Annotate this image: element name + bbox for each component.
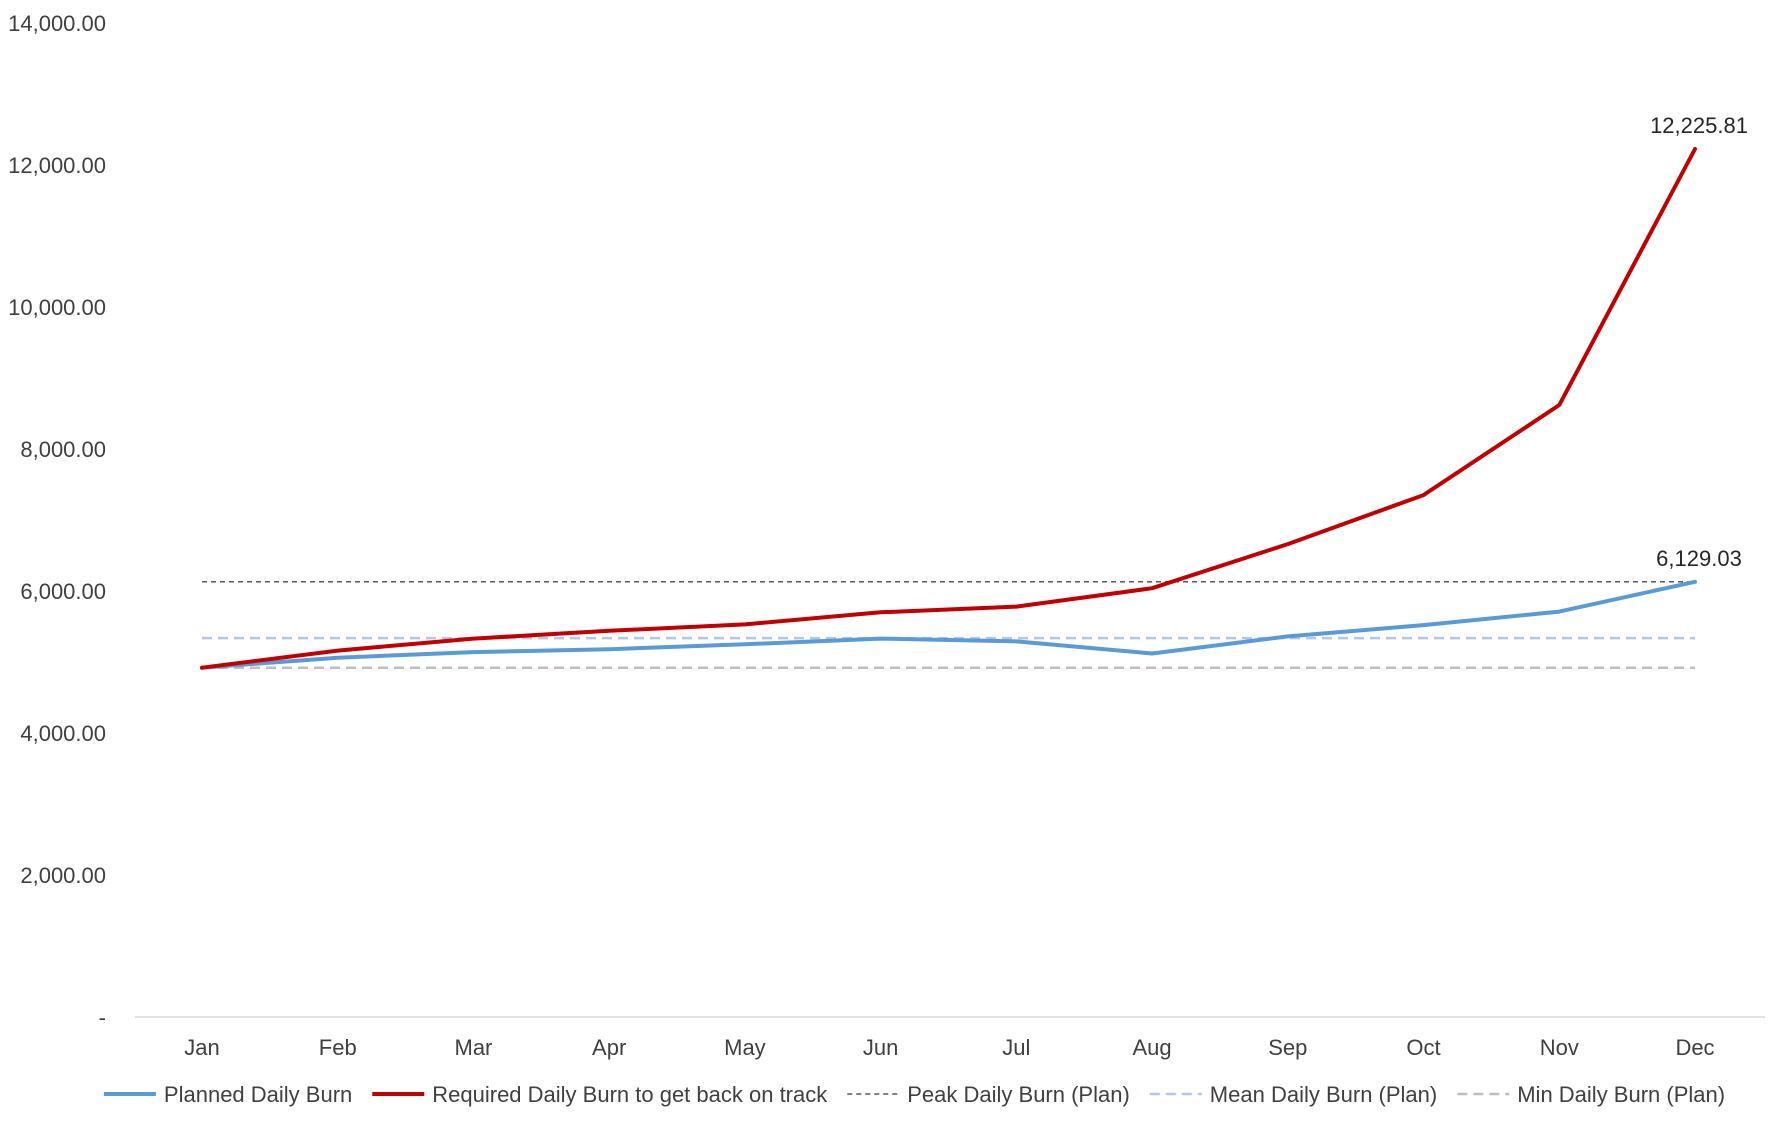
x-tick-label: Jan xyxy=(184,1035,219,1060)
x-axis: Jan Feb Mar Apr May Jun Jul Aug Sep Oct Nov Dec xyxy=(184,1035,1714,1060)
x-tick-label: Sep xyxy=(1268,1035,1307,1060)
legend-item-mean-daily-burn-plan: Mean Daily Burn (Plan) xyxy=(1149,1082,1437,1107)
x-tick-label: Mar xyxy=(455,1035,493,1060)
y-tick-label: 4,000.00 xyxy=(20,721,106,746)
annotation-layer: 12,225.81 6,129.03 xyxy=(1650,113,1748,571)
series-line-planned-daily-burn xyxy=(200,579,1697,670)
y-tick-label: - xyxy=(99,1005,106,1030)
y-tick-label: 8,000.00 xyxy=(20,437,106,462)
legend: Planned Daily Burn Required Daily Burn to… xyxy=(103,1082,1725,1107)
legend-item-peak-daily-burn-plan: Peak Daily Burn (Plan) xyxy=(847,1082,1130,1107)
data-label: 6,129.03 xyxy=(1656,546,1742,571)
x-tick-label: May xyxy=(724,1035,766,1060)
x-tick-label: Oct xyxy=(1406,1035,1440,1060)
x-tick-label: Aug xyxy=(1133,1035,1172,1060)
x-tick-label: Apr xyxy=(592,1035,626,1060)
legend-item-planned-daily-burn: Planned Daily Burn xyxy=(103,1082,352,1107)
y-axis: - 2,000.00 4,000.00 6,000.00 8,000.00 10,000.… xyxy=(8,11,106,1030)
x-tick-label: Jul xyxy=(1002,1035,1030,1060)
legend-label: Peak Daily Burn (Plan) xyxy=(907,1082,1130,1107)
legend-label: Mean Daily Burn (Plan) xyxy=(1210,1082,1437,1107)
x-tick-label: Jun xyxy=(863,1035,898,1060)
y-tick-label: 6,000.00 xyxy=(20,579,106,604)
series-layer xyxy=(200,147,1697,670)
legend-label: Min Daily Burn (Plan) xyxy=(1517,1082,1725,1107)
legend-label: Required Daily Burn to get back on track xyxy=(432,1082,828,1107)
data-label: 12,225.81 xyxy=(1650,113,1748,138)
y-tick-label: 2,000.00 xyxy=(20,863,106,888)
y-tick-label: 12,000.00 xyxy=(8,153,106,178)
legend-label: Planned Daily Burn xyxy=(164,1082,352,1107)
y-tick-label: 10,000.00 xyxy=(8,295,106,320)
y-tick-label: 14,000.00 xyxy=(8,11,106,36)
x-tick-label: Dec xyxy=(1675,1035,1714,1060)
x-tick-label: Feb xyxy=(319,1035,357,1060)
x-tick-label: Nov xyxy=(1540,1035,1579,1060)
legend-item-required-daily-burn-to-get-back-on-track: Required Daily Burn to get back on track xyxy=(372,1082,828,1107)
series-line-required-daily-burn-to-get-back-on-track xyxy=(200,147,1697,670)
legend-item-min-daily-burn-plan: Min Daily Burn (Plan) xyxy=(1457,1082,1725,1107)
